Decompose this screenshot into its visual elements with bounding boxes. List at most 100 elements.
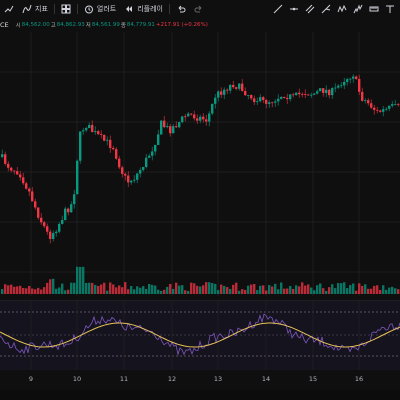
candle-body bbox=[304, 94, 307, 96]
candle-body bbox=[28, 188, 31, 192]
candle-body bbox=[46, 226, 49, 232]
volume-bar bbox=[112, 284, 115, 294]
candle-body bbox=[220, 91, 223, 95]
price-chart[interactable] bbox=[0, 32, 400, 296]
volume-bar bbox=[64, 290, 67, 294]
candle-body bbox=[295, 92, 298, 96]
candle-body bbox=[193, 114, 196, 119]
candle-body bbox=[292, 94, 295, 96]
volume-bar bbox=[166, 286, 169, 294]
candle-body bbox=[367, 100, 370, 104]
candle-body bbox=[73, 194, 76, 205]
volume-bar bbox=[304, 285, 307, 294]
volume-bar bbox=[289, 285, 292, 294]
volume-bar bbox=[250, 284, 253, 294]
ohlc-legend: CE 시 84,562.00 고 84,862.93 저 84,561.99 종… bbox=[0, 19, 208, 31]
volume-bar bbox=[388, 287, 391, 294]
ruler-icon[interactable] bbox=[368, 3, 380, 15]
volume-bar bbox=[118, 285, 121, 294]
candle-body bbox=[394, 104, 397, 105]
close-label: 종 bbox=[120, 23, 126, 29]
candle-body bbox=[232, 84, 235, 88]
replay-button[interactable]: 리플레이 bbox=[120, 0, 167, 18]
alert-button[interactable]: 얼러트 bbox=[80, 0, 120, 18]
volume-bar bbox=[367, 288, 370, 294]
candle-body bbox=[214, 97, 217, 104]
symbol-label[interactable]: CE bbox=[0, 21, 9, 29]
candle-body bbox=[196, 118, 199, 121]
volume-bar bbox=[238, 290, 241, 294]
volume-bar bbox=[211, 283, 214, 294]
volume-bar bbox=[358, 283, 361, 294]
x-tick-label: 10 bbox=[72, 375, 82, 383]
toolbar-divider bbox=[168, 4, 170, 14]
volume-bar bbox=[199, 286, 202, 294]
volume-bar bbox=[337, 283, 340, 294]
line-tool-icon[interactable] bbox=[272, 3, 284, 15]
volume-bar bbox=[163, 289, 166, 294]
candle-body bbox=[235, 87, 238, 89]
undo-button[interactable] bbox=[172, 0, 190, 18]
fork-icon[interactable] bbox=[320, 3, 332, 15]
candle-body bbox=[64, 208, 67, 220]
candle-body bbox=[100, 134, 103, 135]
candle-body bbox=[172, 126, 175, 134]
candle-body bbox=[142, 167, 145, 170]
volume-bar bbox=[232, 284, 235, 294]
volume-bar bbox=[28, 285, 31, 294]
volume-bar bbox=[331, 284, 334, 294]
elliott-wave-icon[interactable] bbox=[352, 3, 364, 15]
candle-body bbox=[130, 180, 133, 183]
grid-layout-icon bbox=[61, 4, 71, 14]
volume-bar bbox=[1, 289, 4, 294]
candle-body bbox=[271, 102, 274, 104]
low-label: 저 bbox=[85, 23, 91, 29]
redo-button[interactable] bbox=[190, 0, 208, 18]
x-tick-label: 14 bbox=[261, 375, 271, 383]
candle-body bbox=[112, 147, 115, 150]
volume-bar bbox=[58, 287, 61, 294]
candle-body bbox=[19, 174, 22, 178]
candle-body bbox=[187, 113, 190, 117]
channel-icon[interactable] bbox=[304, 3, 316, 15]
candle-body bbox=[22, 177, 25, 184]
text-tool-icon[interactable] bbox=[384, 3, 396, 15]
low-value: 84,561.99 bbox=[91, 22, 120, 28]
candle-body bbox=[274, 101, 277, 103]
candle-body bbox=[160, 120, 163, 135]
oscillator-panel[interactable] bbox=[0, 300, 400, 370]
volume-bar bbox=[37, 287, 40, 294]
candle-body bbox=[379, 110, 382, 112]
layout-button[interactable] bbox=[57, 0, 75, 18]
volume-bar bbox=[85, 282, 88, 294]
candle-body bbox=[76, 160, 79, 195]
volume-bar bbox=[97, 285, 100, 294]
volume-bar bbox=[61, 283, 64, 294]
volume-bar bbox=[115, 287, 118, 294]
indicators-button[interactable]: 지표 bbox=[18, 0, 52, 18]
candle-body bbox=[337, 85, 340, 88]
candle-body bbox=[319, 88, 322, 92]
volume-bar bbox=[91, 282, 94, 294]
candle-body bbox=[322, 88, 325, 93]
candle-body bbox=[277, 98, 280, 102]
volume-bar bbox=[7, 285, 10, 294]
time-axis[interactable]: 9 10 11 12 13 14 15 16 bbox=[0, 370, 400, 390]
compare-button[interactable] bbox=[0, 0, 18, 18]
undo-icon bbox=[176, 4, 186, 14]
volume-bar bbox=[157, 289, 160, 294]
volume-bar bbox=[25, 288, 28, 294]
horizontal-line-icon[interactable] bbox=[288, 3, 300, 15]
candle-body bbox=[61, 219, 64, 224]
candle-body bbox=[217, 91, 220, 98]
volume-bar bbox=[124, 282, 127, 294]
volume-bar bbox=[196, 285, 199, 294]
high-label: 고 bbox=[50, 23, 56, 29]
volume-bar bbox=[373, 285, 376, 294]
candle-body bbox=[364, 100, 367, 101]
candle-body bbox=[58, 223, 61, 232]
volume-bar bbox=[364, 284, 367, 294]
candle-body bbox=[211, 103, 214, 114]
indicators-icon bbox=[22, 4, 32, 14]
pattern-icon[interactable] bbox=[336, 3, 348, 15]
